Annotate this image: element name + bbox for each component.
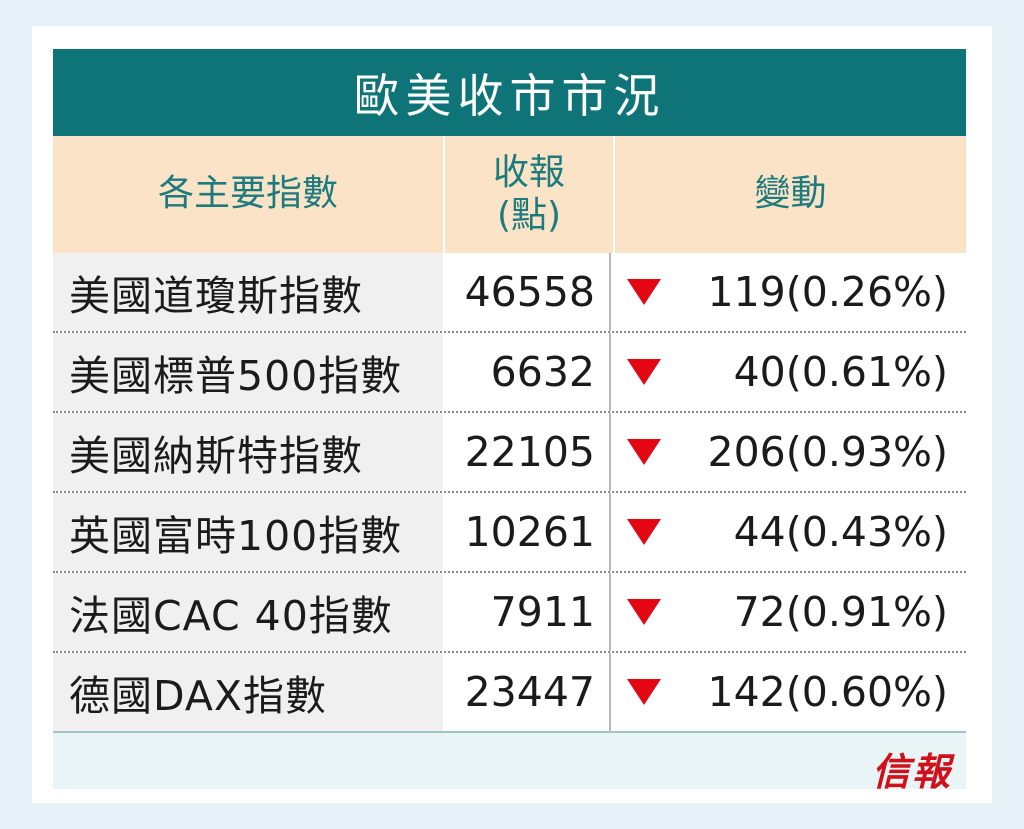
table-row: 法國CAC 40指數 7911 72(0.91%) [53,573,966,653]
change-value: 40(0.61%) [733,348,948,396]
index-name: 美國納斯特指數 [53,413,443,491]
table-title: 歐美收市市況 [53,49,966,136]
table-row: 美國納斯特指數 22105 206(0.93%) [53,413,966,493]
change-cell: 119(0.26%) [611,253,962,331]
change-value: 44(0.43%) [733,508,948,556]
change-value: 72(0.91%) [733,588,948,636]
index-name: 美國道瓊斯指數 [53,253,443,331]
down-triangle-icon [627,359,661,385]
close-value: 23447 [443,653,611,731]
close-value: 6632 [443,333,611,411]
change-value: 206(0.93%) [707,428,949,476]
table-row: 美國道瓊斯指數 46558 119(0.26%) [53,253,966,333]
down-triangle-icon [627,599,661,625]
header-close-unit: (點) [496,194,562,236]
table-row: 英國富時100指數 10261 44(0.43%) [53,493,966,573]
change-cell: 206(0.93%) [611,413,962,491]
header-change: 變動 [754,173,827,215]
down-triangle-icon [627,439,661,465]
change-value: 119(0.26%) [707,268,949,316]
down-triangle-icon [627,279,661,305]
change-cell: 40(0.61%) [611,333,962,411]
change-value: 142(0.60%) [707,668,949,716]
market-card: 歐美收市市況 各主要指數 收報 (點) 變動 美國道瓊斯指數 46558 119… [32,26,992,803]
header-close: 收報 (點) [443,136,615,253]
index-name: 法國CAC 40指數 [53,573,443,651]
close-value: 46558 [443,253,611,331]
close-value: 22105 [443,413,611,491]
down-triangle-icon [627,519,661,545]
table-header: 各主要指數 收報 (點) 變動 [53,136,966,253]
change-cell: 44(0.43%) [611,493,962,571]
header-index-name: 各主要指數 [157,173,338,215]
table-row: 德國DAX指數 23447 142(0.60%) [53,653,966,731]
close-value: 7911 [443,573,611,651]
table-row: 美國標普500指數 6632 40(0.61%) [53,333,966,413]
index-name: 英國富時100指數 [53,493,443,571]
index-name: 德國DAX指數 [53,653,443,731]
change-cell: 142(0.60%) [611,653,962,731]
down-triangle-icon [627,679,661,705]
table-footer: 信報 [53,731,966,794]
market-table: 歐美收市市況 各主要指數 收報 (點) 變動 美國道瓊斯指數 46558 119… [53,49,966,794]
header-close-label: 收報 [492,152,565,194]
close-value: 10261 [443,493,611,571]
index-name: 美國標普500指數 [53,333,443,411]
change-cell: 72(0.91%) [611,573,962,651]
publisher-logo: 信報 [871,749,952,794]
